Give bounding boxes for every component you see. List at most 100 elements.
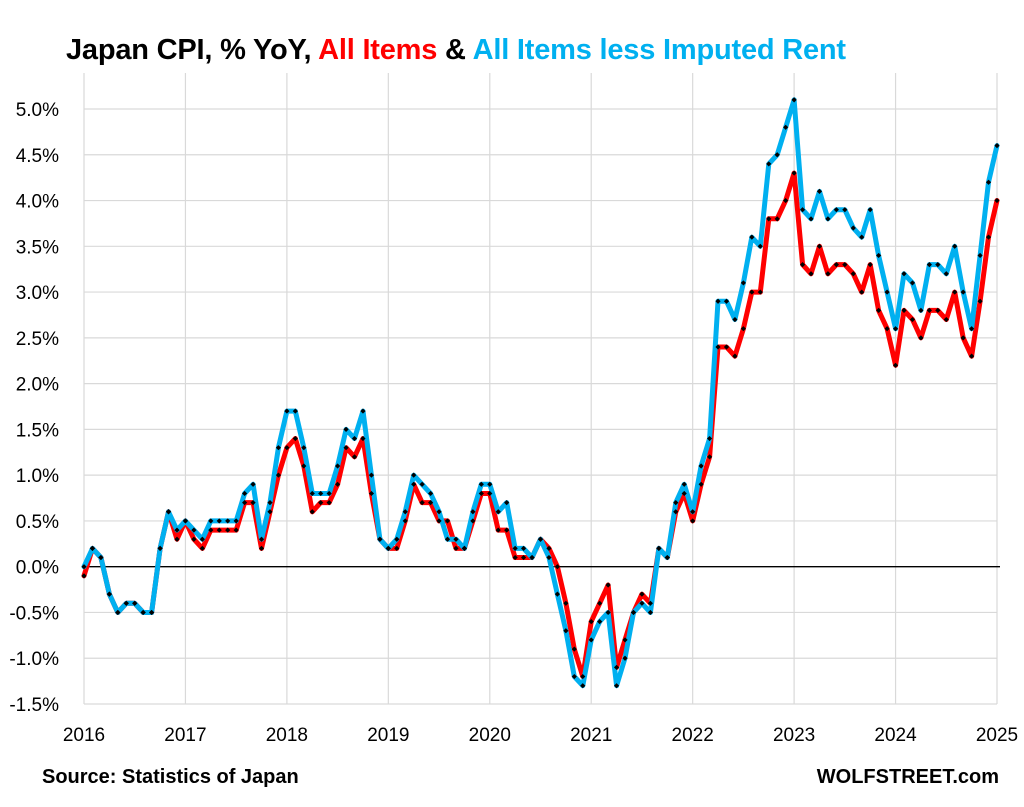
data-point-all-items [563, 600, 569, 606]
data-point-less-imputed-rent [199, 536, 205, 542]
data-point-less-imputed-rent [892, 326, 899, 332]
data-point-less-imputed-rent [867, 207, 873, 213]
data-point-less-imputed-rent [394, 536, 400, 542]
x-tick-label: 2020 [469, 725, 511, 746]
data-point-less-imputed-rent [985, 179, 992, 185]
data-point-all-items [901, 307, 907, 313]
data-point-less-imputed-rent [182, 518, 189, 524]
data-point-all-items [935, 307, 941, 313]
data-point-less-imputed-rent [884, 289, 890, 295]
data-point-less-imputed-rent [749, 234, 755, 240]
data-point-less-imputed-rent [98, 554, 104, 561]
data-point-less-imputed-rent [267, 500, 273, 506]
chart-title: Japan CPI, % YoY, All Items & All Items … [66, 34, 846, 67]
data-point-all-items [495, 527, 501, 533]
data-point-all-items [639, 591, 645, 597]
data-point-less-imputed-rent [385, 545, 391, 551]
data-point-less-imputed-rent [969, 326, 975, 332]
x-tick-label: 2025 [976, 725, 1018, 746]
data-point-less-imputed-rent [402, 509, 408, 515]
data-point-less-imputed-rent [842, 207, 848, 213]
data-point-less-imputed-rent [351, 435, 358, 442]
data-point-less-imputed-rent [732, 316, 738, 323]
data-point-all-items [580, 673, 586, 680]
data-point-less-imputed-rent [419, 481, 425, 487]
data-point-less-imputed-rent [597, 619, 603, 625]
title-series-all-items: All Items [318, 34, 438, 66]
data-point-less-imputed-rent [563, 628, 569, 634]
data-point-less-imputed-rent [698, 463, 704, 469]
data-point-less-imputed-rent [664, 554, 670, 561]
data-point-all-items [613, 664, 620, 670]
y-tick-label: 1.5% [16, 420, 59, 441]
data-point-less-imputed-rent [926, 262, 932, 268]
data-point-all-items [368, 490, 375, 497]
x-tick-label: 2022 [672, 725, 714, 746]
series-line-less-imputed-rent [81, 97, 1000, 689]
data-point-less-imputed-rent [909, 280, 916, 286]
data-point-all-items [647, 600, 653, 606]
data-point-less-imputed-rent [799, 207, 806, 213]
y-tick-label: 0.0% [16, 558, 59, 579]
data-point-less-imputed-rent [478, 481, 484, 487]
data-point-all-items [453, 545, 459, 551]
data-point-less-imputed-rent [740, 280, 746, 286]
data-point-all-items [791, 170, 797, 176]
data-point-less-imputed-rent [580, 683, 586, 689]
data-point-less-imputed-rent [428, 490, 434, 497]
data-point-all-items [977, 298, 983, 304]
data-point-less-imputed-rent [656, 545, 662, 551]
series-lines [81, 97, 1000, 689]
data-point-less-imputed-rent [918, 307, 924, 313]
data-point-less-imputed-rent [943, 271, 949, 277]
data-point-all-items [335, 481, 341, 487]
data-point-less-imputed-rent [605, 609, 611, 616]
data-point-less-imputed-rent [715, 298, 721, 304]
data-point-all-items [216, 527, 222, 533]
data-point-all-items [952, 289, 958, 295]
data-point-less-imputed-rent [123, 600, 129, 606]
data-point-all-items [478, 490, 484, 497]
data-point-less-imputed-rent [106, 591, 112, 597]
data-point-less-imputed-rent [377, 536, 383, 542]
data-point-less-imputed-rent [174, 527, 180, 533]
data-point-all-items [444, 518, 451, 524]
data-point-all-items [969, 353, 975, 359]
data-point-all-items [360, 435, 366, 442]
data-point-less-imputed-rent [520, 545, 527, 551]
data-point-less-imputed-rent [165, 509, 172, 515]
y-tick-label: 4.5% [16, 146, 59, 167]
data-point-all-items [520, 554, 527, 561]
data-point-all-items [597, 600, 603, 606]
data-point-all-items [267, 509, 273, 515]
data-point-all-items [766, 216, 772, 222]
data-point-all-items [825, 271, 831, 277]
data-point-less-imputed-rent [783, 124, 789, 130]
x-tick-label: 2021 [570, 725, 612, 746]
data-point-less-imputed-rent [706, 435, 713, 442]
data-point-less-imputed-rent [639, 600, 645, 606]
data-point-less-imputed-rent [411, 472, 417, 478]
data-point-less-imputed-rent [529, 554, 535, 561]
x-tick-label: 2019 [367, 725, 409, 746]
data-point-all-items [208, 527, 214, 533]
data-point-less-imputed-rent [935, 262, 941, 268]
data-point-less-imputed-rent [571, 673, 577, 680]
data-point-less-imputed-rent [368, 472, 375, 478]
data-point-all-items [199, 545, 205, 551]
data-point-less-imputed-rent [309, 490, 315, 497]
data-point-less-imputed-rent [453, 536, 459, 542]
x-tick-label: 2017 [164, 725, 206, 746]
data-point-all-items [842, 262, 848, 268]
data-point-all-items [681, 490, 687, 497]
data-point-less-imputed-rent [757, 243, 763, 249]
data-point-all-items [394, 545, 400, 551]
data-point-all-items [284, 445, 290, 451]
source-note: Source: Statistics of Japan [42, 766, 299, 788]
site-credit: WOLFSTREET.com [816, 766, 999, 788]
data-point-all-items [605, 582, 611, 588]
data-point-all-items [419, 500, 425, 506]
data-point-less-imputed-rent [808, 216, 814, 222]
data-point-less-imputed-rent [242, 490, 248, 497]
data-point-less-imputed-rent [326, 490, 332, 497]
